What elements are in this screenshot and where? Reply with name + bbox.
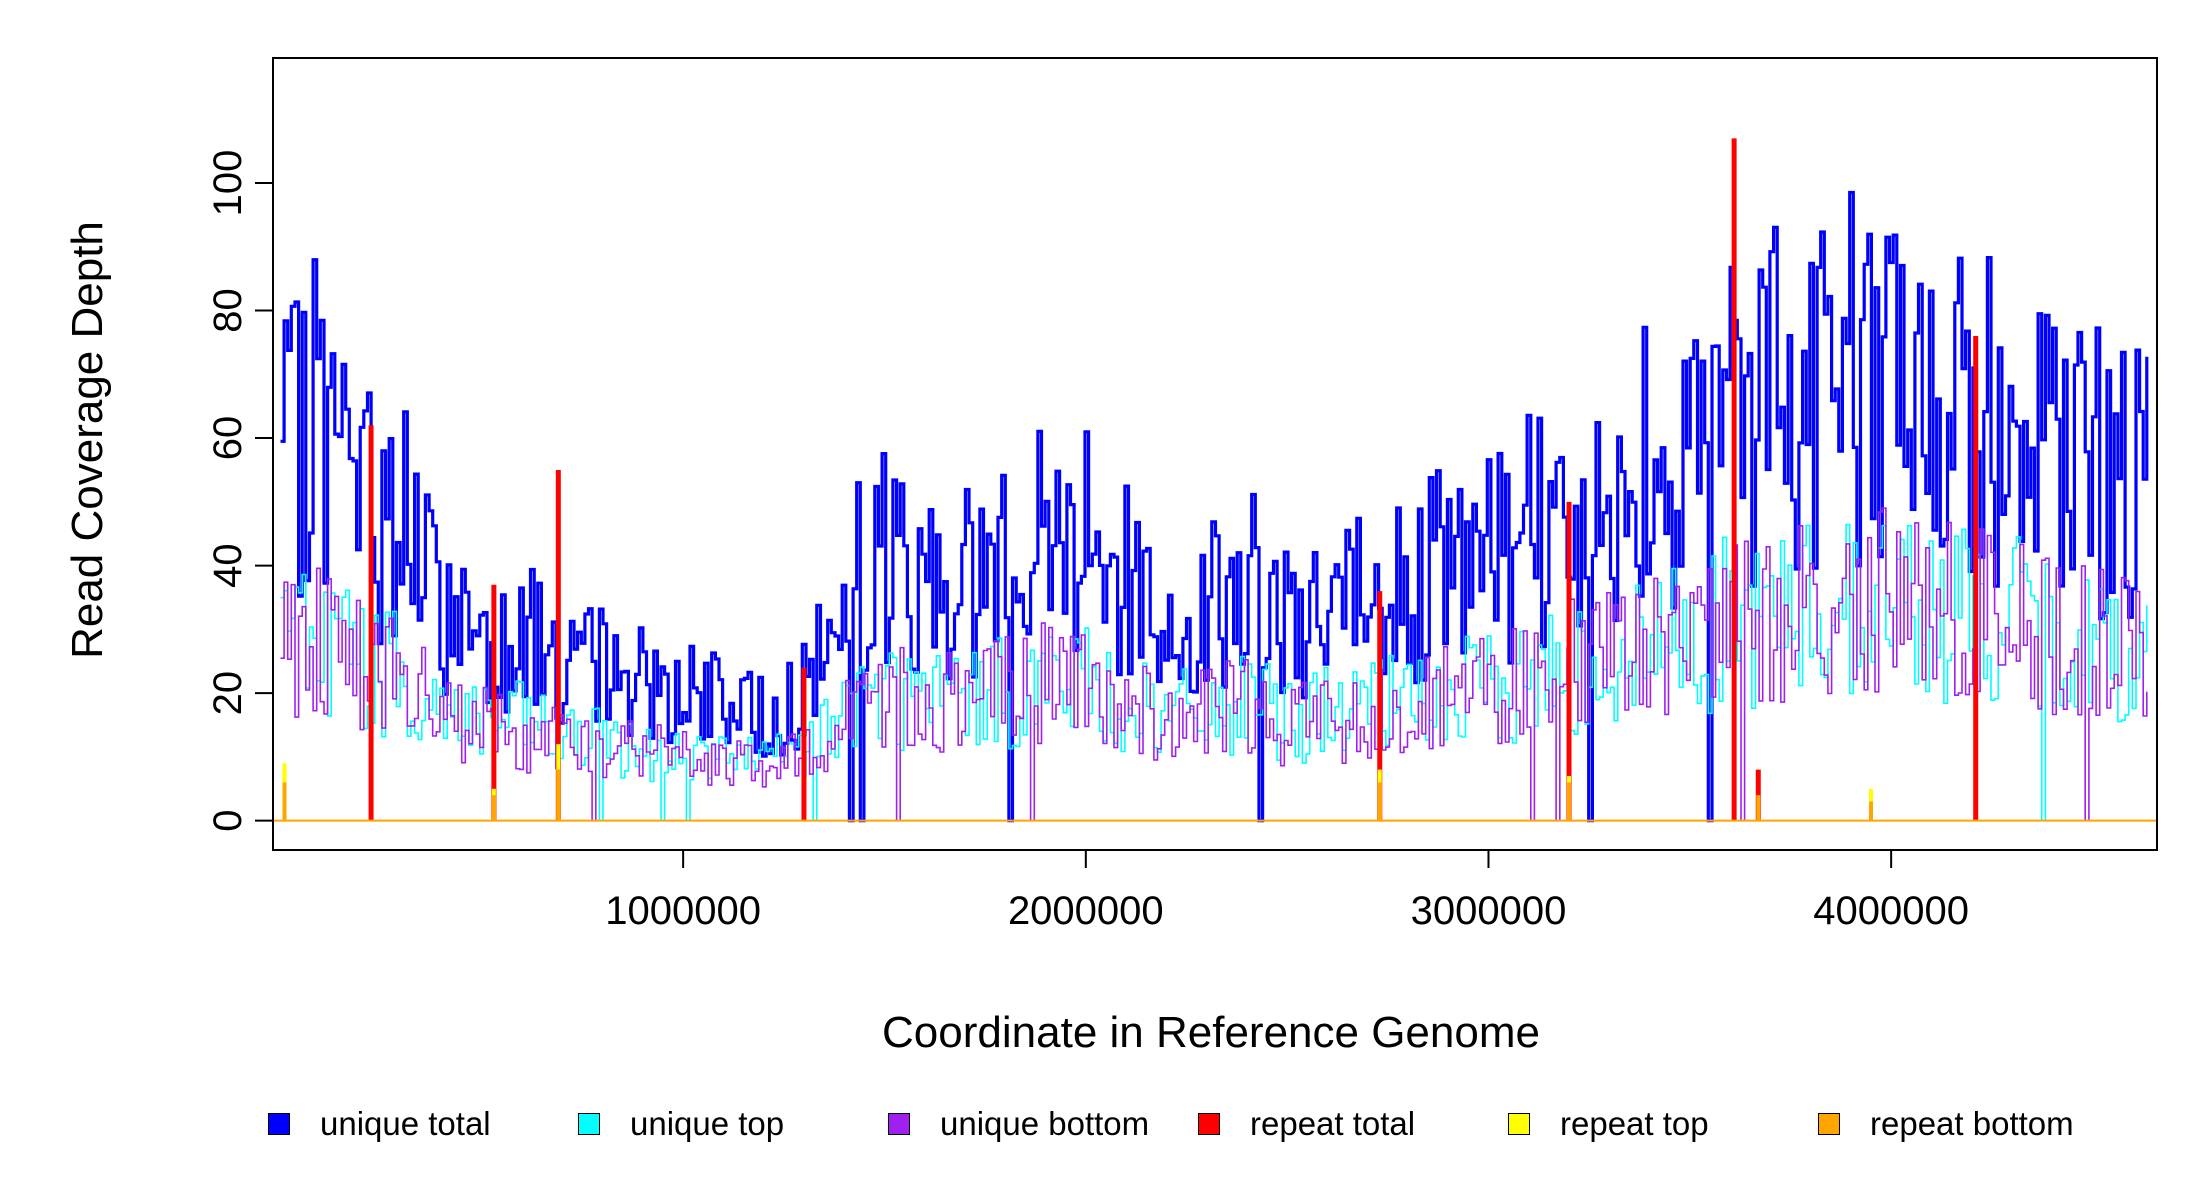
- series-line-unique-total: [280, 190, 2149, 823]
- legend-item-repeat-top: repeat top: [1508, 1105, 1709, 1143]
- x-axis-label: Coordinate in Reference Genome: [882, 1008, 1540, 1057]
- legend-swatch-unique-bottom: [888, 1113, 910, 1135]
- legend-label-repeat-bottom: repeat bottom: [1870, 1105, 2074, 1142]
- legend-swatch-repeat-total: [1198, 1113, 1220, 1135]
- legend-label-repeat-top: repeat top: [1560, 1105, 1709, 1142]
- y-tick-label: 60: [206, 416, 250, 461]
- y-tick-label: 80: [206, 288, 250, 333]
- x-axis-ticks: 1000000 2000000 3000000 4000000: [605, 850, 1969, 933]
- legend-item-repeat-bottom: repeat bottom: [1818, 1105, 2074, 1143]
- x-tick-label: 2000000: [1008, 889, 1164, 933]
- legend-label-repeat-total: repeat total: [1250, 1105, 1416, 1142]
- series-line-unique-top: [280, 523, 2148, 822]
- plot-series-group: [273, 138, 2157, 823]
- y-axis-ticks: 0 20 40 60 80 100: [206, 150, 273, 832]
- legend-item-repeat-total: repeat total: [1198, 1105, 1415, 1143]
- legend-item-unique-bottom: unique bottom: [888, 1105, 1149, 1143]
- legend-label-unique-bottom: unique bottom: [940, 1105, 1150, 1142]
- legend-label-unique-total: unique total: [320, 1105, 491, 1142]
- legend-swatch-unique-top: [578, 1113, 600, 1135]
- x-tick-label: 1000000: [605, 889, 761, 933]
- y-tick-label: 20: [206, 671, 250, 716]
- y-tick-label: 40: [206, 543, 250, 588]
- y-axis-label: Read Coverage Depth: [63, 221, 112, 659]
- legend-swatch-unique-total: [268, 1113, 290, 1135]
- legend-swatch-repeat-top: [1508, 1113, 1530, 1135]
- x-tick-label: 4000000: [1813, 889, 1969, 933]
- legend-swatch-repeat-bottom: [1818, 1113, 1840, 1135]
- legend: unique total unique top unique bottom re…: [0, 1105, 2200, 1165]
- series-line-unique-bottom: [280, 507, 2148, 822]
- coverage-chart: 1000000 2000000 3000000 4000000 0 20 40 60 80 10…: [63, 57, 2158, 1057]
- legend-item-unique-total: unique total: [268, 1105, 491, 1143]
- y-tick-label: 0: [206, 810, 250, 832]
- x-tick-label: 3000000: [1411, 889, 1567, 933]
- y-tick-label: 100: [206, 150, 250, 217]
- legend-item-unique-top: unique top: [578, 1105, 784, 1143]
- legend-label-unique-top: unique top: [630, 1105, 785, 1142]
